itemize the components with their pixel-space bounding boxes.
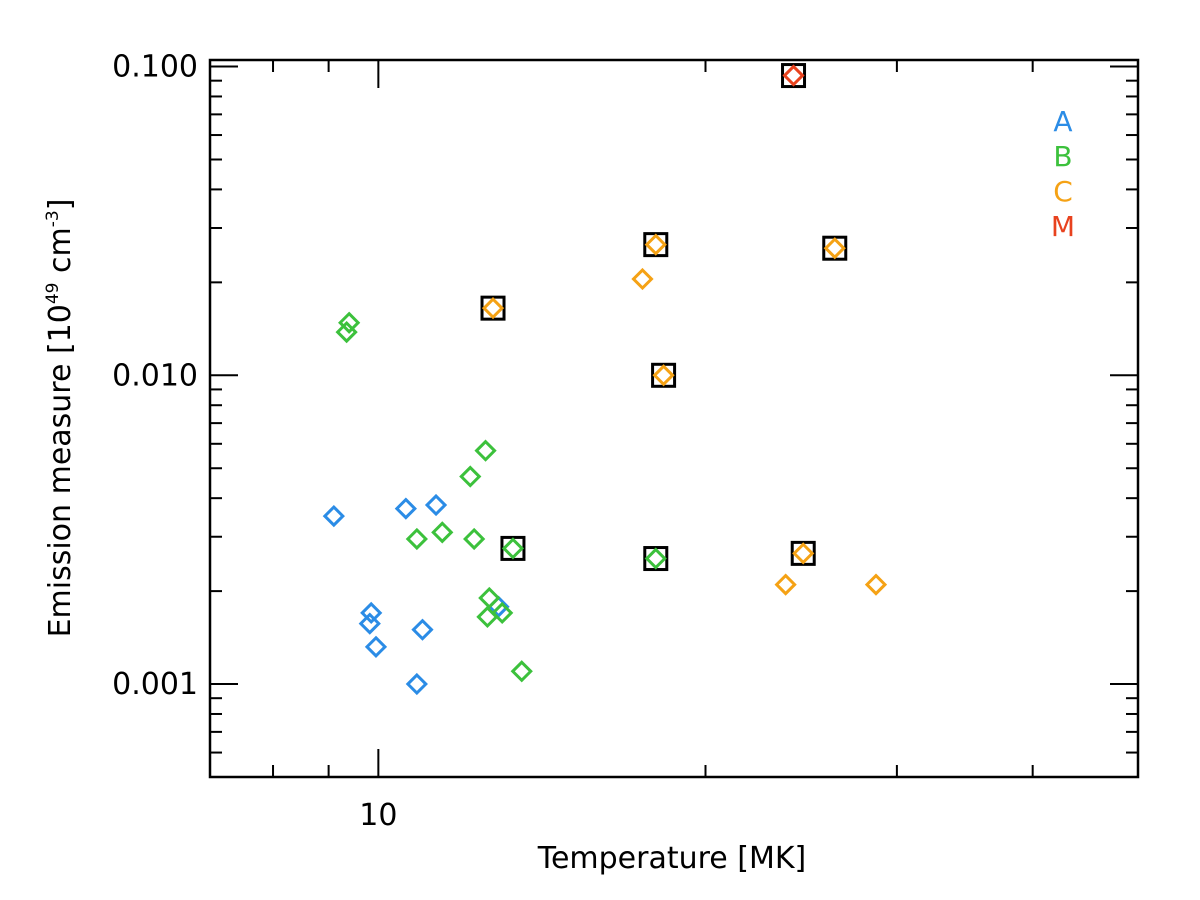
x-tick-label: 10 — [359, 798, 397, 833]
point-b — [478, 586, 501, 610]
legend-entry-c: C — [1053, 175, 1073, 208]
y-axis-title-end: ] — [43, 199, 78, 211]
point-b — [463, 527, 486, 551]
axis-ticks — [209, 60, 1139, 778]
y-tick-label: 0.001 — [112, 667, 198, 702]
data-points — [322, 64, 888, 696]
y-tick-label: 0.100 — [112, 50, 198, 85]
y-axis-title-exp2: -3 — [43, 210, 63, 227]
y-axis-title-exp1: 49 — [43, 283, 63, 305]
point-a — [394, 497, 417, 520]
point-a — [360, 601, 383, 625]
point-c — [631, 267, 654, 291]
tick-labels: 0.001 0.010 0.100 10 — [112, 50, 397, 833]
point-c — [864, 573, 888, 596]
point-b — [501, 537, 525, 560]
point-b — [644, 547, 667, 570]
point-b — [335, 320, 358, 344]
point-b — [474, 439, 497, 462]
plot-frame — [208, 58, 1140, 779]
point-a — [424, 493, 448, 517]
point-c — [774, 573, 797, 596]
point-a — [358, 612, 381, 635]
point-c — [644, 233, 667, 256]
highlight-boxes — [480, 63, 848, 572]
point-b — [510, 660, 533, 683]
point-m — [782, 64, 805, 87]
point-a — [405, 672, 428, 696]
point-b — [459, 465, 482, 488]
point-a — [364, 635, 388, 658]
y-tick-label: 0.010 — [112, 358, 198, 393]
legend-entry-m: M — [1051, 210, 1075, 243]
point-c — [792, 542, 815, 565]
legend-entry-b: B — [1053, 140, 1072, 173]
y-axis-title-mid: cm — [43, 227, 78, 282]
point-b — [431, 521, 454, 544]
point-c — [481, 297, 505, 320]
point-a — [411, 618, 434, 641]
point-c — [652, 364, 675, 387]
point-b — [491, 601, 514, 625]
point-b — [405, 527, 428, 551]
point-c — [823, 237, 846, 260]
y-axis-title: Emission measure [1049 cm-3] — [43, 199, 78, 638]
legend-entry-a: A — [1053, 105, 1072, 138]
y-axis-title-main: Emission measure [10 — [43, 304, 78, 637]
point-a — [322, 504, 345, 528]
x-axis-title: Temperature [MK] — [537, 841, 807, 876]
point-b — [338, 311, 361, 334]
